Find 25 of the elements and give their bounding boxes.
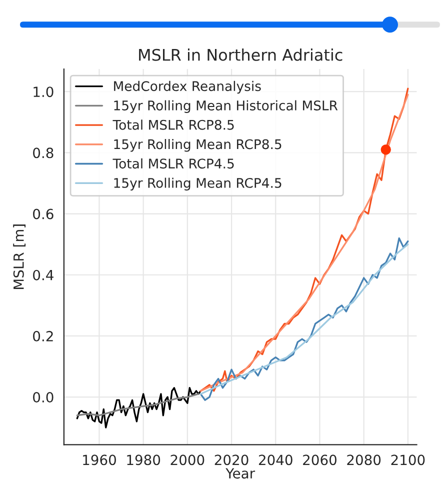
x-axis-title: Year xyxy=(226,468,256,479)
x-tick-label: 2060 xyxy=(303,454,336,466)
y-tick-label: 0.4 xyxy=(33,270,54,280)
y-tick-label: 0.2 xyxy=(33,330,53,342)
y-tick-label: 0.0 xyxy=(33,392,54,403)
legend-label: MedCordex Reanalysis xyxy=(114,80,261,94)
x-tick-label: 2020 xyxy=(214,454,248,466)
chart-title: MSLR in Northern Adriatic xyxy=(139,48,342,61)
x-tick-label: 1960 xyxy=(83,454,116,466)
x-tick-label: 2040 xyxy=(258,454,292,466)
y-tick-label: 1.0 xyxy=(34,86,54,98)
legend-label: 15yr Rolling Mean Historical MSLR xyxy=(114,100,338,114)
line-series xyxy=(76,387,202,428)
y-axis-title: MSLR [m] xyxy=(13,224,26,289)
x-tick-label: 2100 xyxy=(391,454,425,466)
y-tick-label: 0.6 xyxy=(33,208,54,220)
y-tick-label: 0.8 xyxy=(33,148,54,158)
line-series xyxy=(76,393,200,416)
legend-label: Total MSLR RCP8.5 xyxy=(112,120,234,130)
x-tick-label: 2080 xyxy=(347,454,381,466)
legend-label: Total MSLR RCP4.5 xyxy=(112,158,234,169)
legend-label: 15yr Rolling Mean RCP4.5 xyxy=(114,178,282,190)
x-tick-label: 1980 xyxy=(127,454,160,466)
x-tick-label: 2000 xyxy=(170,454,204,466)
legend-label: 15yr Rolling Mean RCP8.5 xyxy=(114,138,282,152)
